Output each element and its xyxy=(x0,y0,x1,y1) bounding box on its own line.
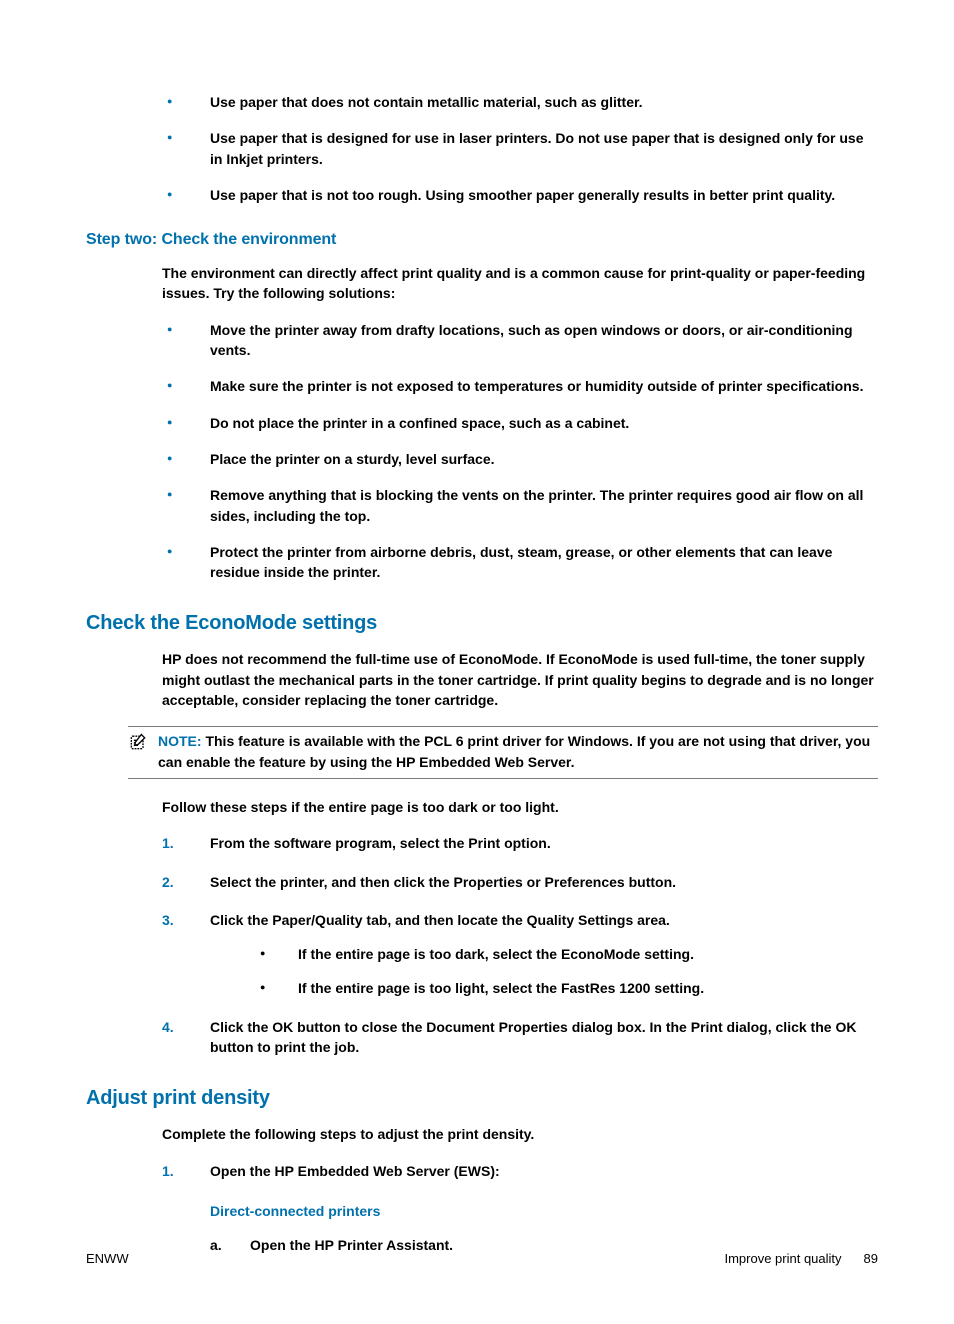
density-intro: Complete the following steps to adjust t… xyxy=(162,1124,878,1144)
bold-term: Quality Settings xyxy=(527,912,634,928)
list-item: Make sure the printer is not exposed to … xyxy=(162,376,878,396)
footer-left: ENWW xyxy=(86,1251,129,1266)
density-steps: 1. Open the HP Embedded Web Server (EWS)… xyxy=(162,1161,878,1256)
bold-term: EconoMode xyxy=(561,946,640,962)
step-text: setting. xyxy=(650,980,704,996)
step-item: 1. Open the HP Embedded Web Server (EWS)… xyxy=(162,1161,878,1256)
step-text: tab, and then locate the xyxy=(363,912,527,928)
footer-right: Improve print quality 89 xyxy=(724,1251,878,1266)
bold-term: Print xyxy=(691,1019,723,1035)
bold-term: Paper/Quality xyxy=(272,912,362,928)
bold-term: Print xyxy=(468,835,500,851)
document-page: Use paper that does not contain metallic… xyxy=(0,0,954,1324)
subheading-direct-connected: Direct-connected printers xyxy=(210,1201,878,1221)
step-item: 2. Select the printer, and then click th… xyxy=(162,872,878,892)
step-text: button. xyxy=(625,874,676,890)
note-label: NOTE: xyxy=(158,733,202,749)
step-sub-bullets: If the entire page is too dark, select t… xyxy=(258,944,878,999)
step-text: dialog box. In the xyxy=(568,1019,691,1035)
step-text: or xyxy=(523,874,545,890)
top-bullet-list: Use paper that does not contain metallic… xyxy=(162,92,878,205)
page-footer: ENWW Improve print quality 89 xyxy=(86,1251,878,1266)
step-number: 1. xyxy=(162,833,174,853)
note-body: This feature is available with the PCL 6… xyxy=(158,733,870,769)
economode-intro: HP does not recommend the full-time use … xyxy=(162,649,878,710)
step-number: 4. xyxy=(162,1017,174,1037)
step-text: option. xyxy=(500,835,551,851)
step-text: setting. xyxy=(640,946,694,962)
step-text: button to close the xyxy=(293,1019,426,1035)
step-text: Click the xyxy=(210,1019,272,1035)
list-item: Protect the printer from airborne debris… xyxy=(162,542,878,583)
note-text: NOTE: This feature is available with the… xyxy=(158,731,878,772)
bold-term: FastRes 1200 xyxy=(561,980,651,996)
list-item: Move the printer away from drafty locati… xyxy=(162,320,878,361)
list-item: Do not place the printer in a confined s… xyxy=(162,413,878,433)
step-text: dialog, click the xyxy=(723,1019,836,1035)
step-item: 4. Click the OK button to close the Docu… xyxy=(162,1017,878,1058)
bold-term: OK xyxy=(835,1019,856,1035)
step-item: 3. Click the Paper/Quality tab, and then… xyxy=(162,910,878,999)
footer-section-title: Improve print quality xyxy=(724,1251,841,1266)
bold-term: Preferences xyxy=(545,874,625,890)
step-text: If the entire page is too dark, select t… xyxy=(298,946,561,962)
bold-term: OK xyxy=(272,1019,293,1035)
step-two-intro: The environment can directly affect prin… xyxy=(162,263,878,304)
list-item: Use paper that is designed for use in la… xyxy=(162,128,878,169)
heading-print-density: Adjust print density xyxy=(86,1087,878,1110)
list-item: Use paper that does not contain metallic… xyxy=(162,92,878,112)
heading-step-two: Step two: Check the environment xyxy=(86,231,878,249)
list-item: If the entire page is too light, select … xyxy=(258,978,878,998)
step-text: Click the xyxy=(210,912,272,928)
bold-term: Document Properties xyxy=(426,1019,568,1035)
bold-term: Properties xyxy=(454,874,523,890)
list-item: Place the printer on a sturdy, level sur… xyxy=(162,449,878,469)
economode-steps: 1. From the software program, select the… xyxy=(162,833,878,1057)
step-text: Select the printer, and then click the xyxy=(210,874,454,890)
step-text: If the entire page is too light, select … xyxy=(298,980,561,996)
step-text: area. xyxy=(633,912,670,928)
step-text: button to print the job. xyxy=(210,1039,359,1055)
step-text: From the software program, select the xyxy=(210,835,468,851)
heading-economode: Check the EconoMode settings xyxy=(86,612,878,635)
list-item: If the entire page is too dark, select t… xyxy=(258,944,878,964)
step-item: 1. From the software program, select the… xyxy=(162,833,878,853)
economode-follow: Follow these steps if the entire page is… xyxy=(162,797,878,817)
step-number: 3. xyxy=(162,910,174,930)
step-number: 2. xyxy=(162,872,174,892)
step-text: Open the HP Embedded Web Server (EWS): xyxy=(210,1163,500,1179)
note-icon xyxy=(128,731,150,772)
step-number: 1. xyxy=(162,1161,174,1181)
step-two-bullet-list: Move the printer away from drafty locati… xyxy=(162,320,878,583)
note-callout: NOTE: This feature is available with the… xyxy=(128,726,878,779)
list-item: Remove anything that is blocking the ven… xyxy=(162,485,878,526)
page-number: 89 xyxy=(864,1251,878,1266)
list-item: Use paper that is not too rough. Using s… xyxy=(162,185,878,205)
